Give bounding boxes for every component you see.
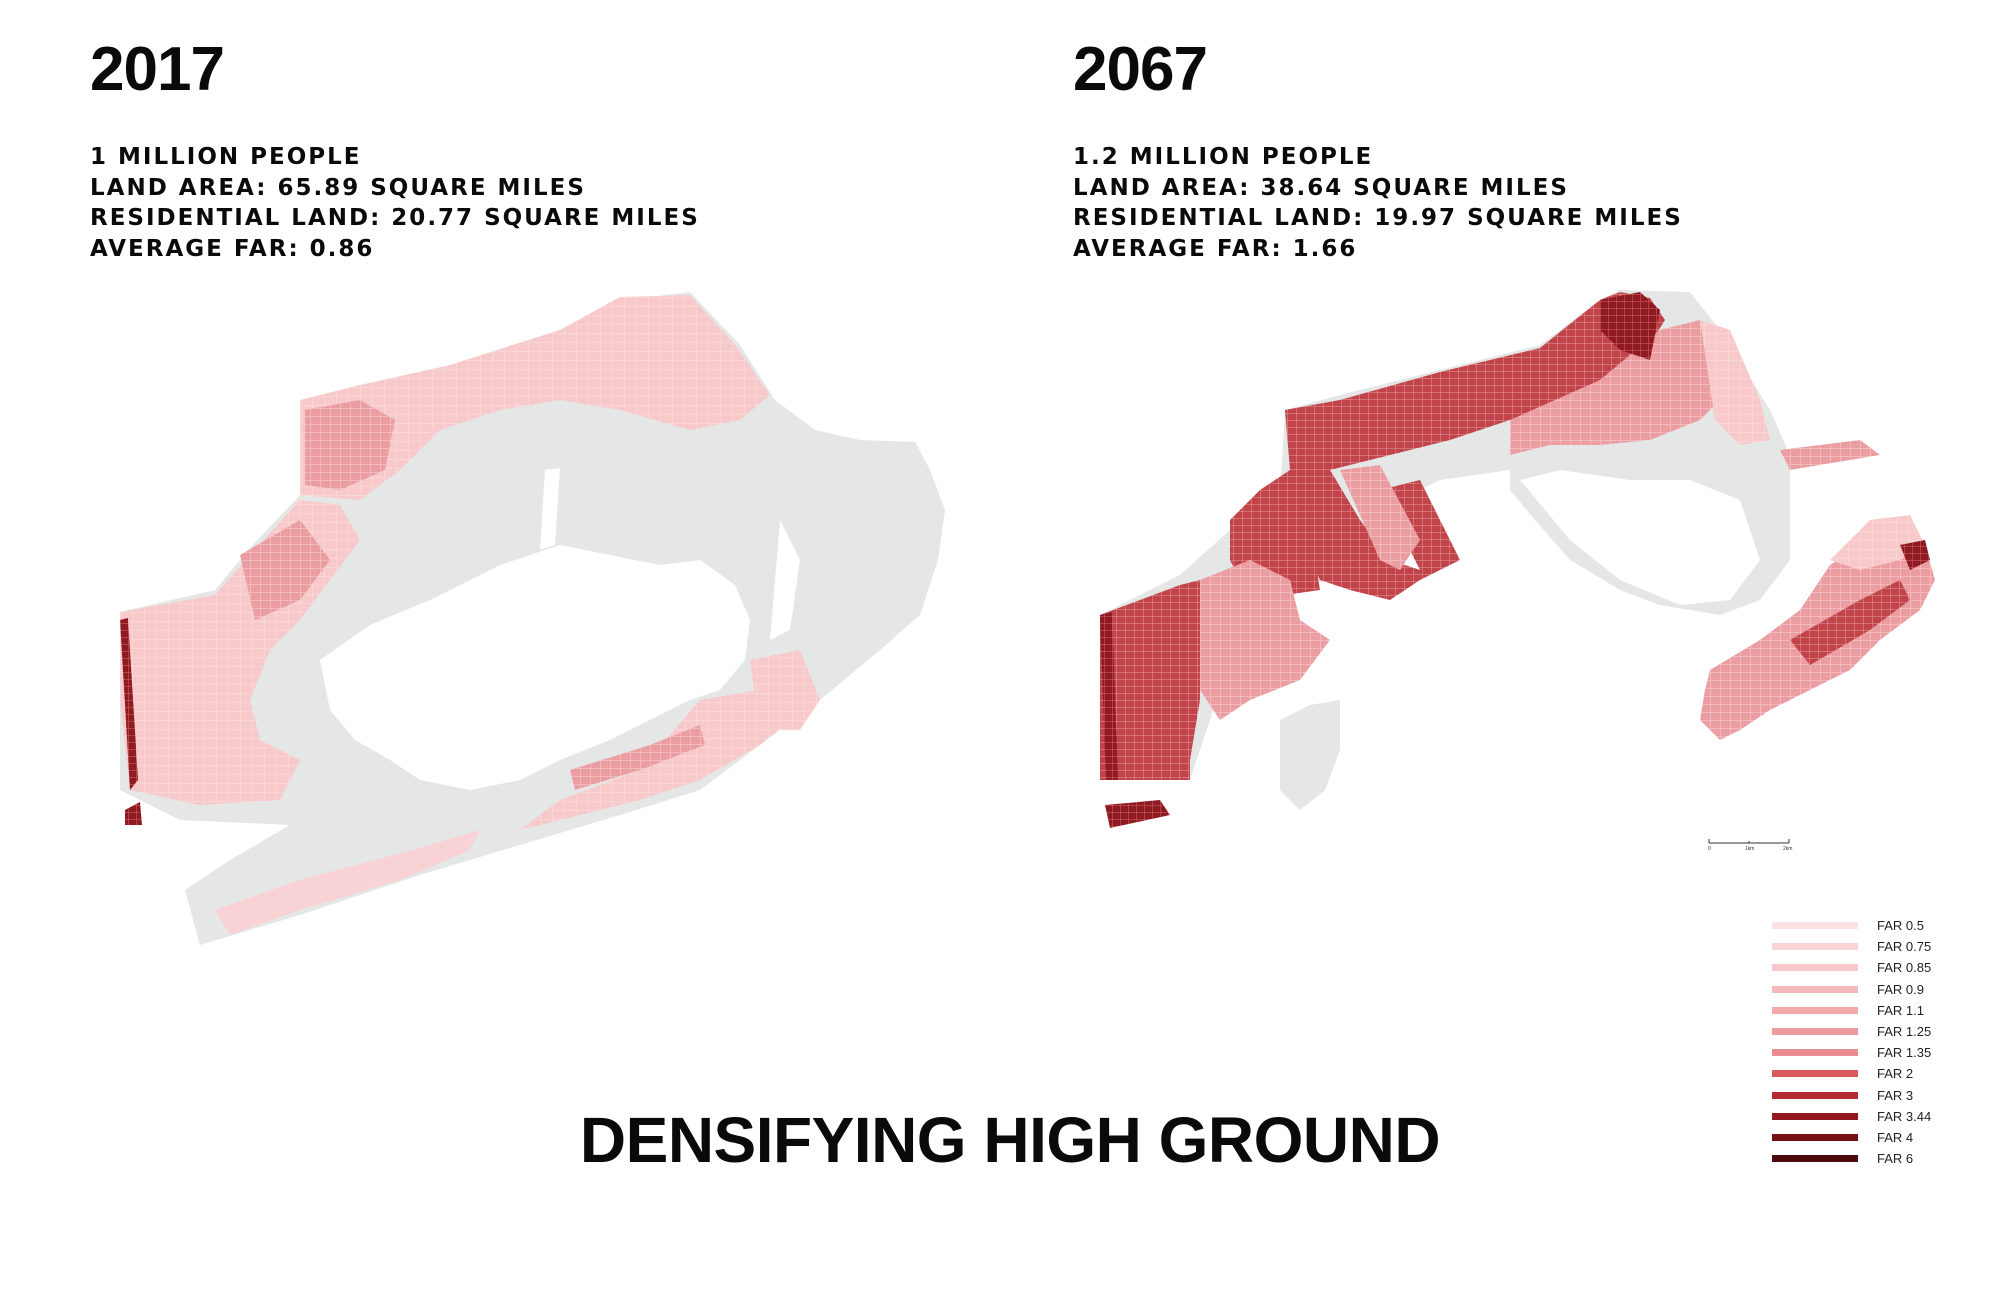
residential-north-darkest-2067 — [1600, 292, 1660, 360]
legend-label: FAR 3 — [1877, 1087, 1914, 1103]
water-bay-2067 — [1520, 470, 1760, 605]
stat-average-far: AVERAGE FAR: 1.66 — [1073, 235, 1358, 262]
residential-southeast-light-2067 — [1830, 515, 1925, 570]
residential-southwest-tip-2017 — [125, 802, 142, 825]
legend-swatch — [1772, 1112, 1858, 1120]
legend-label: FAR 0.85 — [1877, 960, 1932, 976]
scale-label-2km: 2km — [1783, 846, 1792, 852]
residential-east-2017 — [750, 650, 820, 730]
water-channel-2017 — [540, 468, 560, 550]
residential-east-2067 — [1700, 320, 1770, 445]
legend-swatch — [1772, 964, 1858, 972]
residential-southeast-dark-2067 — [1790, 580, 1910, 665]
map-2067 — [1100, 290, 1935, 828]
stat-population: 1 MILLION PEOPLE — [90, 144, 362, 170]
stats-list: 1.2 MILLION PEOPLE LAND AREA: 38.64 SQUA… — [1073, 142, 1683, 264]
residential-west-dark-2067 — [1100, 580, 1200, 780]
legend-swatch — [1772, 1049, 1858, 1057]
stat-average-far: AVERAGE FAR: 0.86 — [90, 235, 375, 262]
legend-label: FAR 6 — [1877, 1151, 1914, 1167]
residential-pier-2-2067 — [1340, 465, 1420, 570]
stats-list: 1 MILLION PEOPLE LAND AREA: 65.89 SQUARE… — [90, 142, 700, 264]
legend-swatch — [1772, 1006, 1858, 1014]
water-inlet-2017 — [770, 520, 800, 640]
legend-swatch — [1772, 943, 1858, 951]
scale-label-1km: 1km — [1745, 846, 1754, 852]
stat-population: 1.2 MILLION PEOPLE — [1073, 144, 1374, 170]
residential-west-edge-2067 — [1100, 612, 1118, 780]
residential-coastal-arm-2067 — [1780, 440, 1880, 470]
residential-southeast-2017 — [520, 660, 800, 830]
residential-northwest-2017 — [305, 400, 395, 490]
residential-southshore-2017 — [570, 725, 705, 790]
legend-swatch — [1772, 1027, 1858, 1035]
residential-west-edge-2017 — [120, 618, 138, 790]
legend-swatch — [1772, 1155, 1858, 1163]
year-heading: 2017 — [90, 35, 225, 104]
legend-label: FAR 4 — [1877, 1129, 1914, 1145]
residential-west-mid-2067 — [1200, 560, 1330, 720]
residential-southeast-darkest-2067 — [1900, 540, 1930, 570]
residential-piers-2067 — [1290, 470, 1460, 600]
stat-land-area: LAND AREA: 38.64 SQUARE MILES — [1073, 174, 1569, 201]
panel-2067-header: 2067 1.2 MILLION PEOPLE LAND AREA: 38.64… — [1073, 34, 1683, 264]
legend-label: FAR 1.1 — [1877, 1002, 1924, 1018]
land-island-2067 — [1280, 700, 1340, 810]
residential-peninsula-2017 — [215, 830, 480, 935]
panel-2017-header: 2017 1 MILLION PEOPLE LAND AREA: 65.89 S… — [90, 34, 700, 264]
scale-bar: 0 1km 2km — [1708, 839, 1792, 852]
scale-label-0: 0 — [1708, 846, 1711, 852]
legend-label: FAR 1.25 — [1877, 1023, 1932, 1039]
residential-southwest-tip-2067 — [1105, 800, 1170, 828]
legend-label: FAR 0.9 — [1877, 981, 1924, 997]
legend-swatch — [1772, 922, 1858, 929]
legend-swatch — [1772, 1091, 1858, 1099]
residential-north-mid-2067 — [1510, 320, 1730, 455]
stat-residential-land: RESIDENTIAL LAND: 19.97 SQUARE MILES — [1073, 205, 1683, 231]
stat-residential-land: RESIDENTIAL LAND: 20.77 SQUARE MILES — [90, 205, 700, 231]
legend-label: FAR 3.44 — [1877, 1108, 1932, 1124]
legend-label: FAR 0.5 — [1877, 918, 1924, 933]
residential-westmid-2017 — [240, 520, 330, 620]
legend-swatch — [1772, 985, 1858, 993]
year-heading: 2067 — [1073, 35, 1208, 104]
legend-label: FAR 0.75 — [1877, 939, 1932, 955]
map-2017 — [120, 292, 945, 945]
legend-label: FAR 2 — [1877, 1066, 1914, 1082]
page-title: DENSIFYING HIGH GROUND — [579, 1104, 1441, 1176]
water-bay-2017 — [320, 545, 750, 790]
residential-north-2017 — [300, 295, 770, 500]
legend-swatch — [1772, 1070, 1858, 1078]
stat-land-area: LAND AREA: 65.89 SQUARE MILES — [90, 174, 586, 201]
legend-swatch — [1772, 1133, 1858, 1141]
legend-label: FAR 1.35 — [1877, 1045, 1932, 1061]
residential-north-dark-2067 — [1285, 292, 1665, 470]
